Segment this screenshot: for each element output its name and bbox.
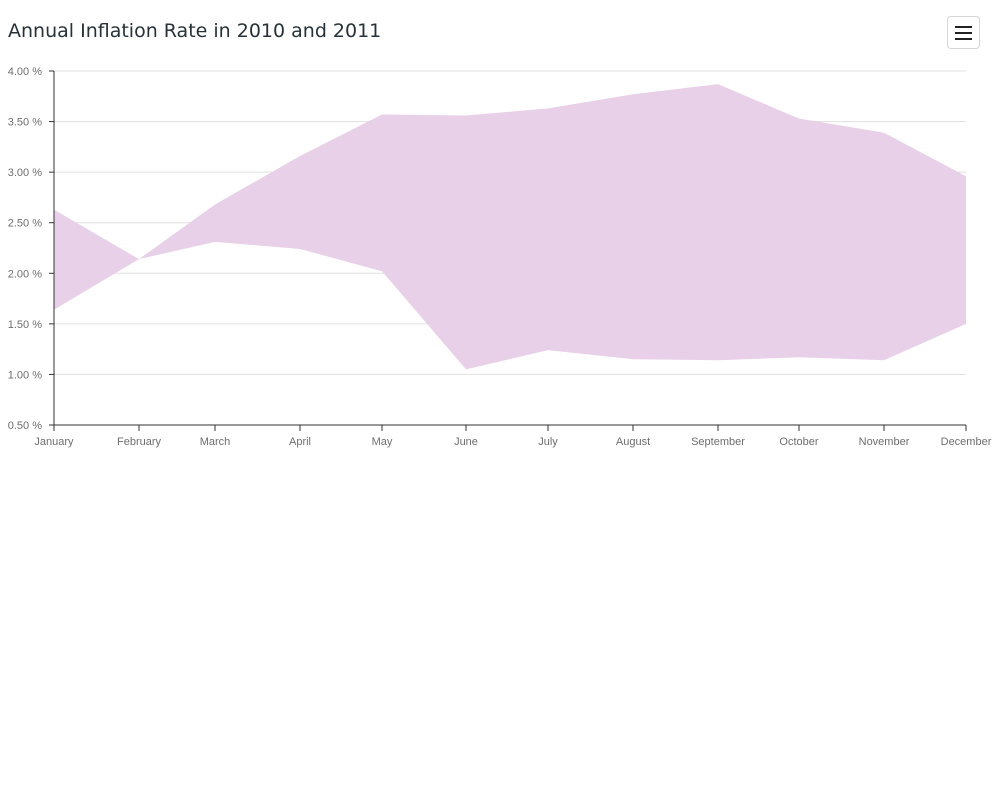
- x-tick-label: December: [941, 436, 992, 448]
- x-tick-label: January: [34, 436, 74, 448]
- y-tick-label: 1.00 %: [8, 369, 42, 381]
- hamburger-menu-icon: [955, 25, 972, 28]
- x-tick-label: October: [779, 436, 818, 448]
- y-tick-label: 4.00 %: [8, 66, 42, 78]
- x-tick-label: August: [616, 436, 650, 448]
- y-tick-label: 0.50 %: [8, 420, 42, 432]
- y-tick-label: 3.00 %: [8, 167, 42, 179]
- x-tick-label: June: [454, 436, 478, 448]
- x-tick-label: February: [117, 436, 162, 448]
- chart-menu-button[interactable]: [947, 16, 980, 49]
- y-tick-label: 3.50 %: [8, 117, 42, 129]
- x-tick-label: November: [859, 436, 910, 448]
- inflation-range-area: [54, 84, 966, 370]
- x-tick-label: May: [372, 436, 393, 448]
- hamburger-menu-icon-bar: [955, 31, 972, 34]
- x-tick-label: March: [200, 436, 231, 448]
- y-tick-label: 2.00 %: [8, 268, 42, 280]
- y-tick-label: 1.50 %: [8, 319, 42, 331]
- x-tick-label: July: [538, 436, 558, 448]
- x-tick-label: September: [691, 436, 745, 448]
- x-tick-label: April: [289, 436, 311, 448]
- y-tick-label: 2.50 %: [8, 218, 42, 230]
- hamburger-menu-icon-bar: [955, 37, 972, 40]
- chart-title: Annual Inflation Rate in 2010 and 2011: [8, 20, 382, 42]
